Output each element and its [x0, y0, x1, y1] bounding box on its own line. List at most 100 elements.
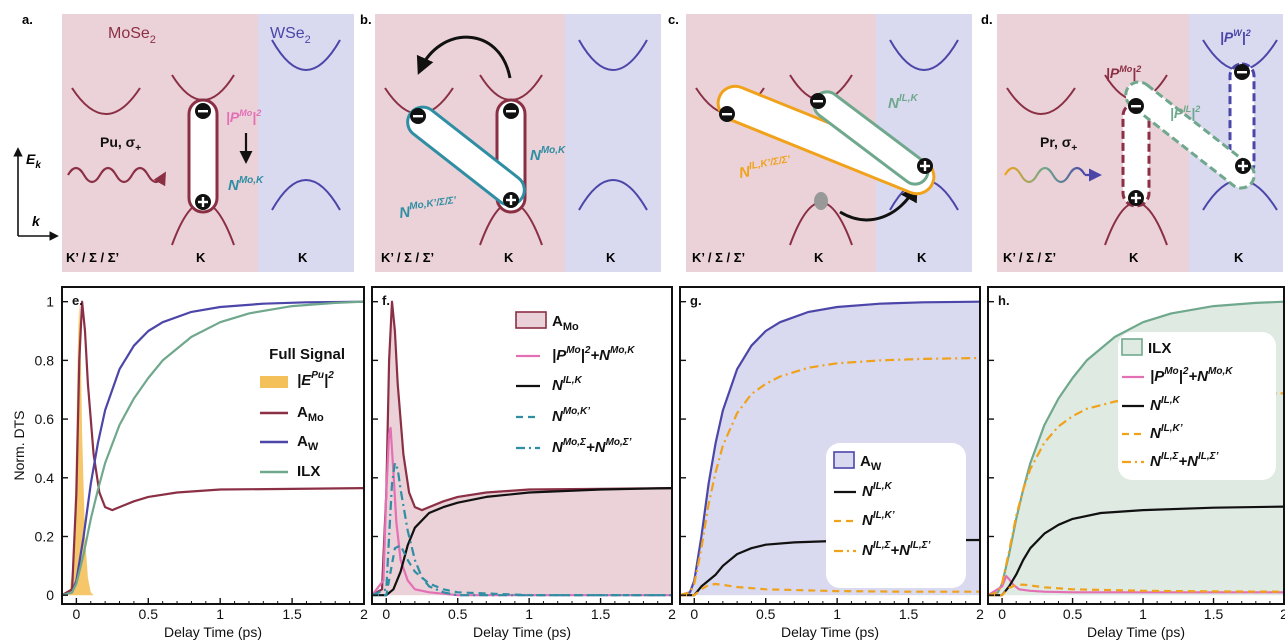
legend-title: Full Signal [269, 346, 345, 363]
legend-rest: +N [1178, 453, 1199, 470]
legend-rest-sup: IL,Σ’ [910, 540, 931, 551]
momentum-axis-label: k [32, 213, 41, 229]
legend-name: |P [1150, 368, 1165, 385]
w-background [565, 14, 661, 272]
legend-name: A [297, 433, 308, 450]
legend-sup: Mo [1164, 366, 1178, 377]
y-tick-label: 0 [46, 587, 54, 603]
legend-rest: +N [590, 347, 611, 364]
x-tick-label: 1 [1139, 606, 1147, 622]
legend-sup: IL,K [873, 481, 893, 492]
minus-glyph [198, 110, 208, 112]
legend-swatch [1122, 339, 1142, 355]
minus-glyph [506, 110, 516, 112]
y-tick-label: 0.4 [35, 470, 55, 486]
x-label-k-w: K [917, 250, 927, 265]
legend-name: |E [297, 372, 312, 389]
plus-glyph-v [1135, 193, 1137, 203]
minus-glyph [1131, 105, 1141, 107]
legend-swatch [516, 312, 546, 328]
legend-label: |PMo|2+NMo,K [552, 345, 635, 364]
x-label-kprime: K’ / Σ / Σ’ [381, 250, 434, 265]
x-label-k-mo: K [504, 250, 514, 265]
legend-sup: IL,Σ [1161, 451, 1180, 462]
legend-name: A [297, 404, 308, 421]
legend-swatch [260, 376, 288, 388]
panel-letter-b: b. [360, 12, 372, 27]
plus-glyph-v [1242, 161, 1244, 171]
x-tick-label: 0 [382, 606, 390, 622]
x-axis-label: Delay Time (ps) [1087, 624, 1185, 640]
legend-label: ILX [1148, 340, 1171, 357]
legend-label: NMo,Σ+NMo,Σ’ [552, 437, 632, 456]
y-axis-label: Norm. DTS [11, 411, 27, 481]
legend-name: A [552, 313, 563, 330]
y-tick-label: 0.2 [35, 528, 55, 544]
panel-letter-e: e. [72, 293, 83, 308]
legend-rest-sup: IL,Σ’ [1198, 451, 1219, 462]
x-tick-label: 1.5 [282, 606, 302, 622]
legend-sup: Mo [566, 345, 580, 356]
panel-letter-h: h. [998, 293, 1010, 308]
x-tick-label: 0.5 [139, 606, 159, 622]
x-tick-label: 2 [360, 606, 368, 622]
panel-letter-f: f. [382, 293, 390, 308]
legend-label: NMo,K’ [552, 406, 590, 425]
legend-name: ILX [297, 463, 320, 480]
legend-label: ILX [297, 463, 320, 480]
legend-label: NIL,K [552, 375, 583, 394]
minus-glyph [722, 113, 732, 115]
legend-label: AMo [297, 404, 324, 424]
x-axis-label: Delay Time (ps) [473, 624, 571, 640]
legend-name: A [860, 453, 871, 470]
schematic-panel-b: b. NMo,K NMo,K’/Σ/Σ’ K’ / Σ / Σ’ K K [360, 12, 661, 272]
x-label-k-w: K [298, 250, 308, 265]
x-tick-label: 2 [1280, 606, 1285, 622]
x-label-k-w: K [1234, 250, 1244, 265]
legend-name: ILX [1148, 340, 1171, 357]
legend-rest-sup: Mo,K [1208, 366, 1233, 377]
x-tick-label: 2 [976, 606, 984, 622]
legend-swatch [834, 452, 854, 468]
panel-letter-d: d. [981, 12, 993, 27]
mo-background [997, 14, 1189, 272]
schematic-panel-d: d. Pr, σ+ |PMo|2 |PIL|2 [981, 12, 1283, 272]
plus-glyph-v [924, 161, 926, 171]
x-label-k-w: K [606, 250, 616, 265]
schematic-panel-c: c. NIL,K NIL,K’/Σ/Σ’ K’ / Σ / Σ’ [668, 12, 972, 272]
legend-sup: Mo,Σ [563, 437, 587, 448]
w-background [258, 14, 354, 272]
minus-glyph [813, 100, 823, 102]
chart-row: 0 0.5 1 1.5 200.20.40.60.81Norm. DTSDelay Ti… [11, 287, 1285, 640]
panel-letter-g: g. [690, 293, 702, 308]
schematic-row: a. MoSe2 WSe2 Pu, σ+ |PMo|2 NMo,K [18, 12, 1283, 272]
x-tick-label: 1 [833, 606, 841, 622]
legend-sup: IL,K’ [873, 510, 895, 521]
panel-letter-a: a. [22, 12, 33, 27]
x-tick-label: 1 [525, 606, 533, 622]
y-tick-label: 0.6 [35, 411, 55, 427]
panel-letter-c: c. [668, 12, 679, 27]
legend-rest: +N [1188, 368, 1209, 385]
hole-ghost-icon [814, 192, 828, 210]
legend-rest: +N [890, 542, 911, 559]
energy-axis-label: Ek [26, 151, 41, 171]
x-label-k-mo: K [814, 250, 824, 265]
plus-glyph-v [202, 197, 204, 207]
schematic-panel-a: a. MoSe2 WSe2 Pu, σ+ |PMo|2 NMo,K [18, 12, 354, 272]
x-label-kprime: K’ / Σ / Σ’ [66, 250, 119, 265]
legend-sub: Mo [308, 412, 324, 424]
x-tick-label: 0.5 [448, 606, 468, 622]
minus-glyph [1237, 71, 1247, 73]
x-tick-label: 0 [72, 606, 80, 622]
x-tick-label: 0.5 [756, 606, 776, 622]
legend-sub: W [308, 441, 319, 453]
legend-sup: IL,K [563, 375, 583, 386]
plus-glyph-v [510, 195, 512, 205]
x-tick-label: 1.5 [1204, 606, 1224, 622]
legend-rest-sup: Mo,K [610, 345, 635, 356]
legend-label: AMo [552, 313, 579, 333]
legend-sup: Pu [311, 370, 324, 381]
x-label-kprime: K’ / Σ / Σ’ [692, 250, 745, 265]
